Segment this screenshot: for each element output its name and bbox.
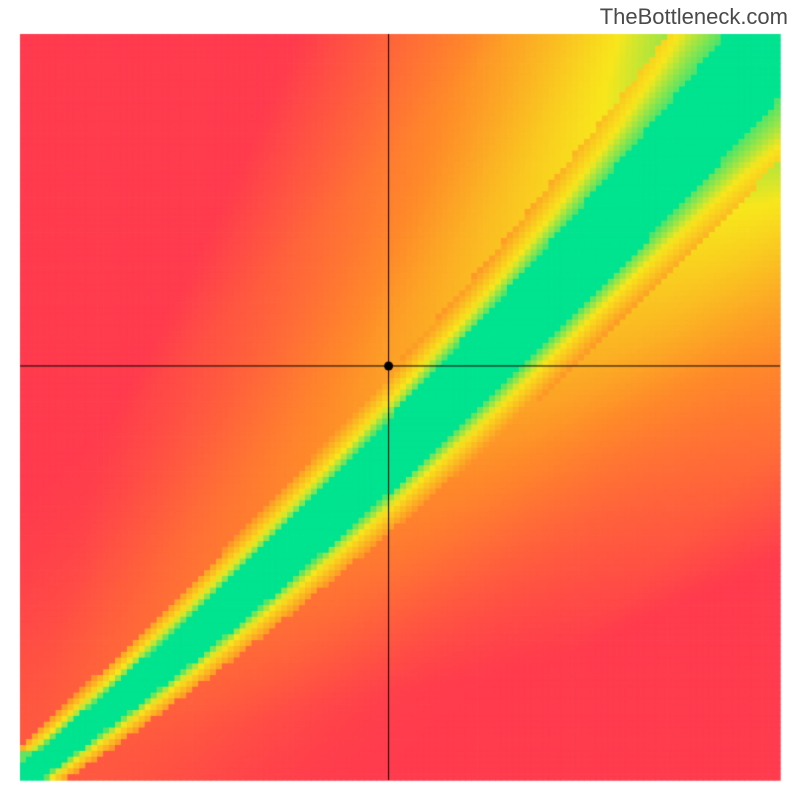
chart-container: TheBottleneck.com [0,0,800,800]
watermark-text: TheBottleneck.com [600,4,788,30]
heatmap-canvas [0,0,800,800]
